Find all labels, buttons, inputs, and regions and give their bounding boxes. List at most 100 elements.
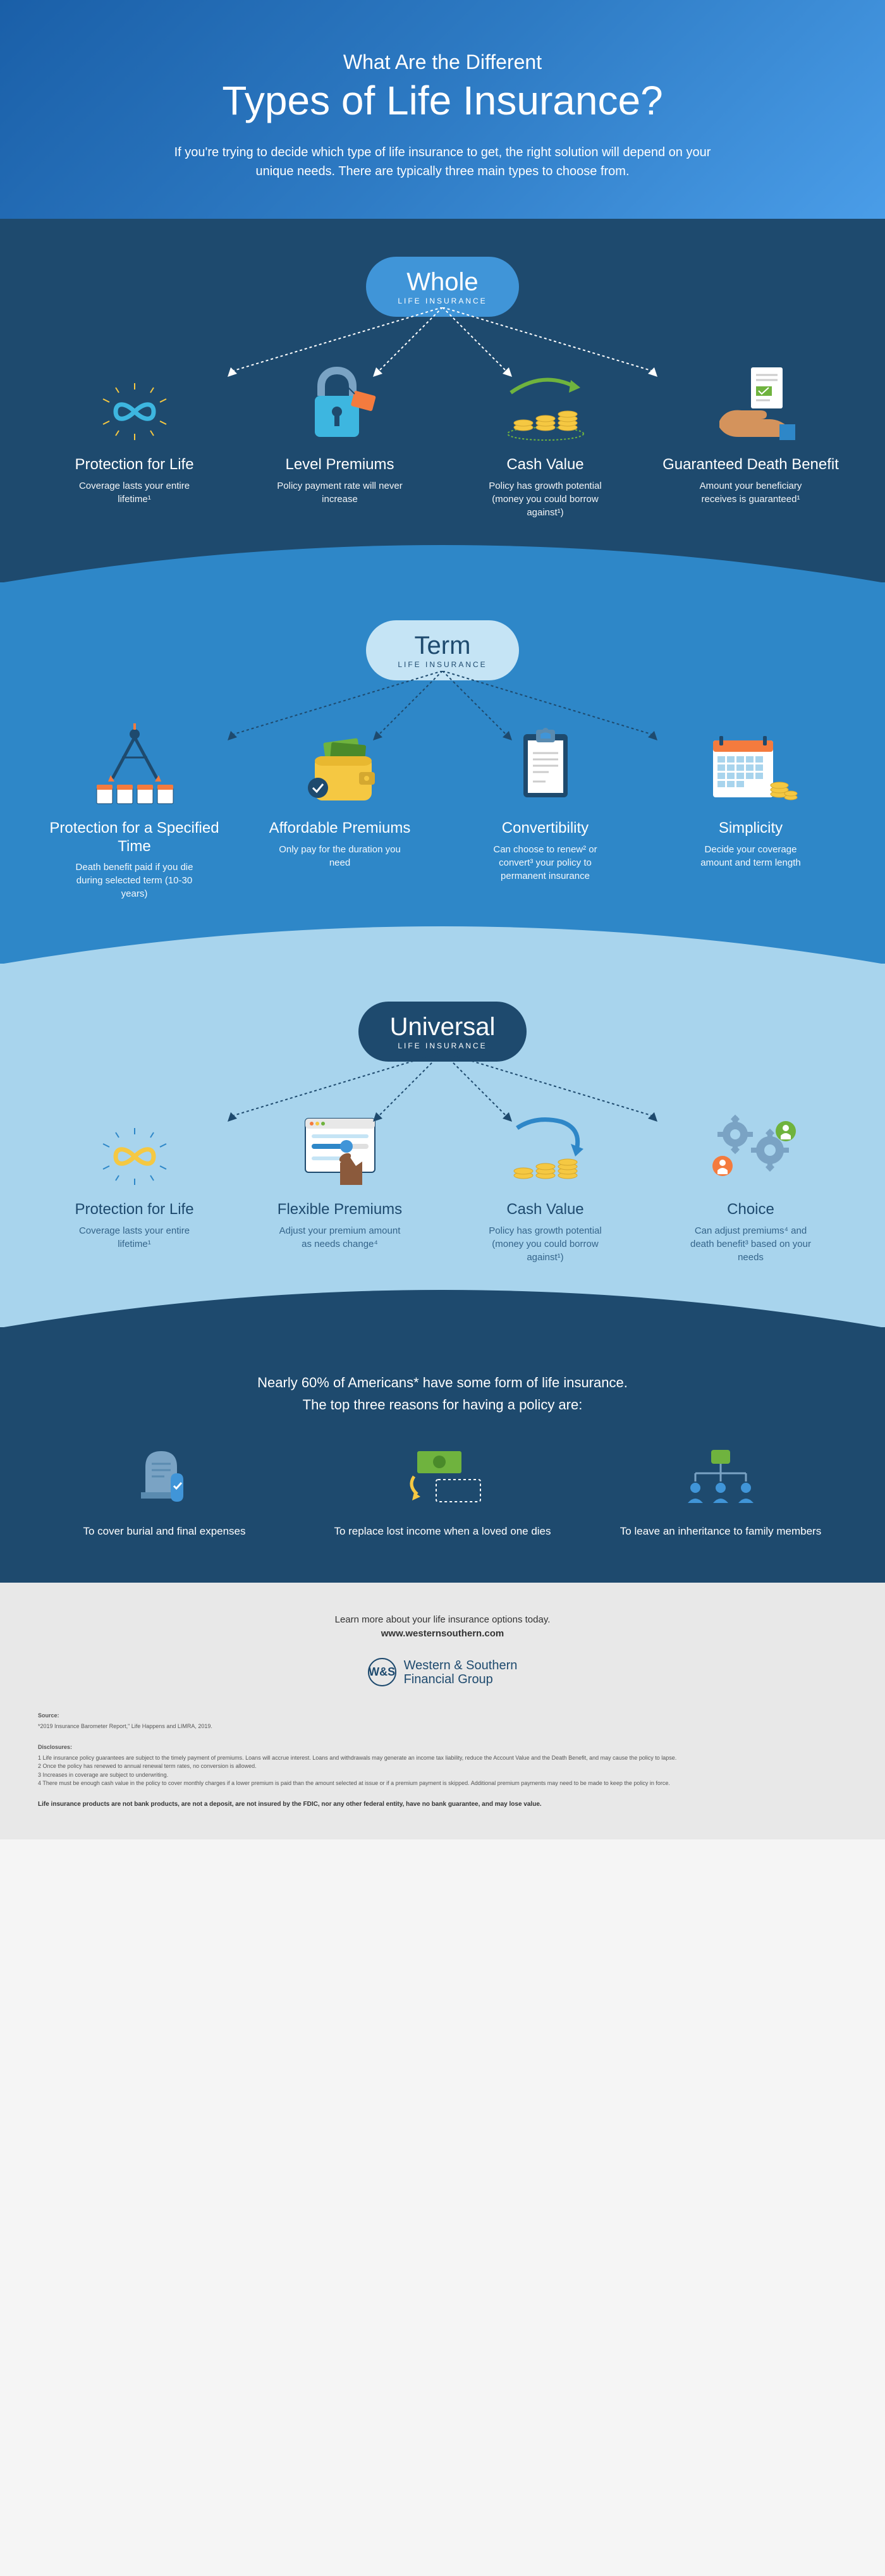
feature-desc: Decide your coverage amount and term len… xyxy=(688,843,814,869)
footer-logo: W&S Western & Southern Financial Group xyxy=(38,1658,847,1686)
term-features: Protection for a Specified Time Death be… xyxy=(38,712,847,901)
lock-icon xyxy=(299,348,381,443)
curve-divider xyxy=(0,532,885,582)
feature-protection-life-u: Protection for Life Coverage lasts your … xyxy=(38,1093,231,1264)
stats-line1: Nearly 60% of Americans* have some form … xyxy=(257,1375,628,1390)
feature-level-premiums: Level Premiums Policy payment rate will … xyxy=(243,348,436,519)
disclosure-4: 4 There must be enough cash value in the… xyxy=(38,1779,847,1788)
feature-death-benefit: Guaranteed Death Benefit Amount your ben… xyxy=(654,348,847,519)
feature-title: Cash Value xyxy=(506,1201,583,1219)
feature-desc: Coverage lasts your entire lifetime¹ xyxy=(71,479,198,506)
universal-section: Universal LIFE INSURANCE Protection for … xyxy=(0,964,885,1327)
curve-divider xyxy=(0,1277,885,1327)
universal-features: Protection for Life Coverage lasts your … xyxy=(38,1093,847,1264)
header-description: If you're trying to decide which type of… xyxy=(158,143,727,181)
disclosure-2: 2 Once the policy has renewed to annual … xyxy=(38,1762,847,1771)
logo-line2: Financial Group xyxy=(404,1672,493,1686)
disclosure-3: 3 Increases in coverage are subject to u… xyxy=(38,1771,847,1780)
term-title: Term xyxy=(398,632,487,660)
stats-section: Nearly 60% of Americans* have some form … xyxy=(0,1327,885,1583)
footer-source: Source: *2019 Insurance Barometer Report… xyxy=(38,1712,847,1731)
term-subtitle: LIFE INSURANCE xyxy=(398,660,487,669)
source-title: Source: xyxy=(38,1712,847,1720)
gears-icon xyxy=(704,1093,798,1188)
compass-icon xyxy=(90,712,179,807)
feature-desc: Only pay for the duration you need xyxy=(277,843,403,869)
tombstone-icon xyxy=(38,1442,291,1511)
feature-convertibility: Convertibility Can choose to renew² or c… xyxy=(449,712,642,901)
term-section: Term LIFE INSURANCE xyxy=(0,582,885,964)
feature-desc: Policy has growth potential (money you c… xyxy=(482,1224,609,1264)
stats-item-income: To replace lost income when a loved one … xyxy=(316,1442,569,1539)
feature-title: Flexible Premiums xyxy=(278,1201,402,1219)
source-text: *2019 Insurance Barometer Report," Life … xyxy=(38,1722,847,1731)
stats-text: To replace lost income when a loved one … xyxy=(316,1524,569,1539)
universal-title: Universal xyxy=(390,1013,496,1041)
stats-items: To cover burial and final expenses To re… xyxy=(38,1442,847,1539)
feature-cash-value-u: Cash Value Policy has growth potential (… xyxy=(449,1093,642,1264)
feature-desc: Policy payment rate will never increase xyxy=(277,479,403,506)
stats-item-burial: To cover burial and final expenses xyxy=(38,1442,291,1539)
feature-title: Simplicity xyxy=(719,819,783,838)
stats-line2: The top three reasons for having a polic… xyxy=(303,1397,583,1413)
feature-desc: Can choose to renew² or convert³ your po… xyxy=(482,843,609,883)
logo-line1: Western & Southern xyxy=(404,1659,518,1672)
feature-protection-life: Protection for Life Coverage lasts your … xyxy=(38,348,231,519)
curve-divider xyxy=(0,914,885,964)
wallet-icon xyxy=(299,712,381,807)
whole-title: Whole xyxy=(398,268,487,297)
infinity-yellow-icon xyxy=(90,1093,179,1188)
feature-title: Convertibility xyxy=(502,819,589,838)
footer-logo-text: Western & Southern Financial Group xyxy=(404,1659,518,1686)
feature-title: Protection for Life xyxy=(75,456,193,474)
feature-title: Affordable Premiums xyxy=(269,819,411,838)
feature-desc: Amount your beneficiary receives is guar… xyxy=(688,479,814,506)
header-title: Types of Life Insurance? xyxy=(38,77,847,124)
whole-features: Protection for Life Coverage lasts your … xyxy=(38,348,847,519)
stats-item-inheritance: To leave an inheritance to family member… xyxy=(594,1442,847,1539)
term-pill: Term LIFE INSURANCE xyxy=(366,620,518,680)
header-pretitle: What Are the Different xyxy=(38,51,847,74)
browser-icon xyxy=(296,1093,384,1188)
stats-text: To cover burial and final expenses xyxy=(38,1524,291,1539)
infographic-container: What Are the Different Types of Life Ins… xyxy=(0,0,885,1839)
feature-title: Protection for a Specified Time xyxy=(38,819,231,856)
universal-pill: Universal LIFE INSURANCE xyxy=(358,1002,527,1062)
feature-desc: Coverage lasts your entire lifetime¹ xyxy=(71,1224,198,1251)
family-tree-icon xyxy=(594,1442,847,1511)
feature-desc: Adjust your premium amount as needs chan… xyxy=(277,1224,403,1251)
feature-title: Choice xyxy=(727,1201,774,1219)
disclosure-1: 1 Life insurance policy guarantees are s… xyxy=(38,1754,847,1763)
header-section: What Are the Different Types of Life Ins… xyxy=(0,0,885,219)
whole-pill: Whole LIFE INSURANCE xyxy=(366,257,518,317)
whole-subtitle: LIFE INSURANCE xyxy=(398,297,487,305)
feature-choice: Choice Can adjust premiums⁴ and death be… xyxy=(654,1093,847,1264)
feature-desc: Policy has growth potential (money you c… xyxy=(482,479,609,519)
hand-document-icon xyxy=(707,348,795,443)
whole-section: Whole LIFE INSURANCE Protection for Life… xyxy=(0,219,885,582)
feature-title: Guaranteed Death Benefit xyxy=(662,456,839,474)
footer-url: www.westernsouthern.com xyxy=(38,1628,847,1639)
infinity-icon xyxy=(90,348,179,443)
footer-learn: Learn more about your life insurance opt… xyxy=(38,1614,847,1625)
coins-growth-icon xyxy=(498,348,593,443)
footer-disclosures: Disclosures: 1 Life insurance policy gua… xyxy=(38,1743,847,1788)
feature-desc: Can adjust premiums⁴ and death benefit³ … xyxy=(688,1224,814,1264)
feature-cash-value: Cash Value Policy has growth potential (… xyxy=(449,348,642,519)
feature-simplicity: Simplicity Decide your coverage amount a… xyxy=(654,712,847,901)
feature-title: Protection for Life xyxy=(75,1201,193,1219)
footer-disclaimer: Life insurance products are not bank pro… xyxy=(38,1801,847,1808)
footer-section: Learn more about your life insurance opt… xyxy=(0,1583,885,1839)
feature-flexible: Flexible Premiums Adjust your premium am… xyxy=(243,1093,436,1264)
coins-arrow-icon xyxy=(498,1093,593,1188)
feature-title: Level Premiums xyxy=(285,456,394,474)
universal-subtitle: LIFE INSURANCE xyxy=(390,1041,496,1050)
stats-headline: Nearly 60% of Americans* have some form … xyxy=(38,1371,847,1416)
stats-text: To leave an inheritance to family member… xyxy=(594,1524,847,1539)
footer-logo-mark: W&S xyxy=(368,1658,396,1686)
disclosures-title: Disclosures: xyxy=(38,1743,847,1752)
feature-affordable: Affordable Premiums Only pay for the dur… xyxy=(243,712,436,901)
feature-desc: Death benefit paid if you die during sel… xyxy=(71,861,198,900)
feature-title: Cash Value xyxy=(506,456,583,474)
feature-specified-time: Protection for a Specified Time Death be… xyxy=(38,712,231,901)
